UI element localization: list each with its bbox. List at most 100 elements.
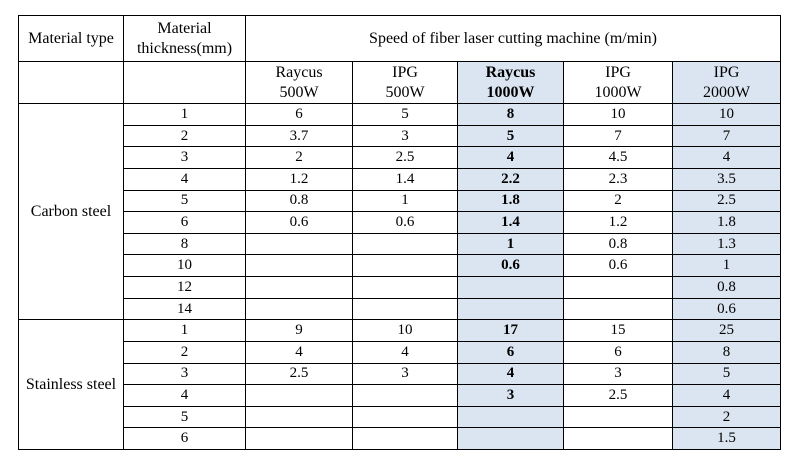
speed-cell: 25 (672, 319, 781, 342)
thickness-cell: 14 (123, 297, 246, 321)
thickness-cell: 2 (123, 124, 246, 148)
speed-cell (352, 384, 458, 407)
thickness-cell: 1 (123, 103, 246, 126)
table-row: Stainless steel 1 9 10 17 15 25 (18, 319, 781, 450)
thickness-cell: 3 (123, 146, 246, 169)
speed-cell: 8 (672, 340, 781, 364)
machine-header-ipg-500w: IPG 500W (352, 61, 458, 104)
speed-cell: 2.5 (245, 362, 353, 386)
material-group-label: Carbon steel (18, 102, 124, 321)
speed-cell (245, 427, 353, 450)
speed-cell: 4 (352, 340, 458, 364)
speed-cell: 4.5 (563, 146, 673, 169)
material-group-label: Stainless steel (18, 319, 124, 450)
speed-cell: 0.6 (563, 254, 673, 277)
thickness-cell: 6 (123, 211, 246, 234)
speed-cell: 0.6 (245, 211, 353, 234)
speed-cell: 1.4 (457, 211, 564, 234)
table-row: 2 3.7 3 5 7 7 (19, 124, 781, 148)
speed-cell (457, 276, 564, 299)
speed-cell (352, 232, 458, 256)
table-row: 6 1.5 (19, 427, 781, 450)
speed-cell: 1.2 (245, 167, 353, 191)
thickness-cell: 6 (123, 427, 246, 450)
machine-header-raycus-500w: Raycus 500W (245, 61, 353, 104)
empty-cell-material-type (18, 61, 124, 104)
speed-cell (245, 384, 353, 407)
speed-cell (563, 427, 673, 450)
material-type-header: Material type (18, 15, 124, 62)
speed-cell: 10 (352, 319, 458, 342)
speed-cell: 10 (672, 103, 781, 126)
speed-cell: 6 (457, 340, 564, 364)
speed-cell (245, 276, 353, 299)
speed-cell: 2.3 (563, 167, 673, 191)
thickness-cell: 2 (123, 340, 246, 364)
speed-cell: 2 (672, 405, 781, 429)
thickness-cell: 4 (123, 384, 246, 407)
thickness-cell: 12 (123, 276, 246, 299)
thickness-cell: 5 (123, 405, 246, 429)
speed-cell (352, 254, 458, 277)
speed-cell (245, 254, 353, 277)
thickness-cell: 1 (123, 319, 246, 342)
speed-cell: 0.8 (563, 232, 673, 256)
thickness-cell: 3 (123, 362, 246, 386)
speed-cell: 2.5 (563, 384, 673, 407)
speed-cell (352, 276, 458, 299)
speed-cell: 0.6 (457, 254, 564, 277)
speed-cell (563, 297, 673, 321)
table-row: 14 0.6 (19, 297, 781, 321)
speed-cell: 1.8 (672, 211, 781, 234)
speed-cell: 0.6 (352, 211, 458, 234)
speed-cell: 5 (457, 124, 564, 148)
speed-cell: 3 (352, 362, 458, 386)
speed-cell: 2 (245, 146, 353, 169)
speed-cell: 6 (245, 103, 353, 126)
speed-cell: 2.2 (457, 167, 564, 191)
material-thickness-header: Material thickness(mm) (123, 15, 246, 62)
speed-cell (352, 405, 458, 429)
speed-cell: 4 (672, 146, 781, 169)
speed-cell: 3 (352, 124, 458, 148)
laser-cutting-speed-table: Material type Material thickness(mm) Spe… (18, 15, 781, 450)
speed-cell: 5 (352, 103, 458, 126)
machine-header-ipg-2000w: IPG 2000W (672, 61, 781, 104)
laser-speed-table-container: Material type Material thickness(mm) Spe… (18, 15, 781, 450)
speed-cell: 3 (563, 362, 673, 386)
speed-cell: 4 (457, 362, 564, 386)
speed-cell: 4 (457, 146, 564, 169)
speed-cell: 2 (563, 189, 673, 213)
thickness-cell: 5 (123, 189, 246, 213)
speed-cell: 1 (672, 254, 781, 277)
table-row: 3 2.5 3 4 3 5 (19, 362, 781, 386)
speed-cell: 2.5 (672, 189, 781, 213)
speed-cell: 3.5 (672, 167, 781, 191)
speed-cell: 17 (457, 319, 564, 342)
thickness-cell: 10 (123, 254, 246, 277)
speed-cell: 1.2 (563, 211, 673, 234)
speed-cell: 4 (672, 384, 781, 407)
speed-cell: 8 (457, 103, 564, 126)
speed-cell (352, 427, 458, 450)
machine-header-ipg-1000w: IPG 1000W (563, 61, 673, 104)
table-row: 4 1.2 1.4 2.2 2.3 3.5 (19, 167, 781, 191)
table-row: 5 0.8 1 1.8 2 2.5 (19, 189, 781, 213)
header-row-2: Raycus 500W IPG 500W Raycus 1000W IPG 1000W IPG 2… (18, 61, 781, 104)
speed-cell: 7 (672, 124, 781, 148)
speed-cell (352, 297, 458, 321)
speed-cell: 0.8 (245, 189, 353, 213)
speed-cell (245, 232, 353, 256)
speed-cell: 6 (563, 340, 673, 364)
speed-cell: 7 (563, 124, 673, 148)
speed-cell: 4 (245, 340, 353, 364)
speed-cell: 3 (457, 384, 564, 407)
table-row: Carbon steel 1 6 5 8 10 10 (18, 102, 781, 321)
speed-cell: 1.8 (457, 189, 564, 213)
table-row: 3 2 2.5 4 4.5 4 (19, 146, 781, 169)
speed-cell: 0.6 (672, 297, 781, 321)
speed-cell (563, 405, 673, 429)
speed-cell: 9 (245, 319, 353, 342)
